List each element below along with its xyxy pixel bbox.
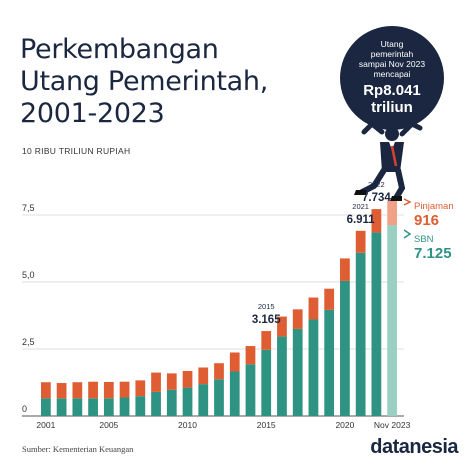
callout-value: Rp8.041 [363,82,421,99]
x-tick-label: Nov 2023 [374,420,411,430]
bar-sbn [198,384,209,416]
bar-pinjaman [277,316,287,337]
bar-sbn [166,389,177,416]
bar-pinjaman [182,370,193,388]
bar-sbn [103,398,114,416]
chart-title: Perkembangan Utang Pemerintah, 2001-2023 [20,34,268,130]
bar-pinjaman [355,230,366,253]
bar-sbn [387,225,398,416]
bar-sbn [119,397,130,416]
bar-pinjaman [324,288,335,310]
bar-sbn [72,398,83,416]
bars [40,200,398,416]
callout-line-4: mencapai [374,69,411,79]
annotation-value: 7.734 [362,192,391,204]
bar-sbn [229,371,240,416]
bar-sbn [135,396,146,416]
x-tick-label: 2020 [335,420,354,430]
brand-logo: datanesia [370,436,458,458]
x-tick-label: 2005 [99,420,118,430]
bar-pinjaman [340,258,350,281]
bar-sbn [245,364,256,416]
bar-pinjaman [72,382,83,399]
bar-pinjaman [214,363,224,380]
callout-line-1: Utang [381,39,404,49]
bar-sbn [371,232,382,416]
bar-sbn [88,398,98,416]
y-tick-label: 2,5 [22,337,35,347]
bar-sbn [56,398,67,416]
legend-sbn-value: 7.125 [414,245,452,262]
bar-sbn [151,391,161,416]
bar-pinjaman [56,383,67,399]
x-tick-labels: 2001 2005 2010 2015 2020 Nov 2023 [36,420,410,430]
bar-pinjaman [229,352,240,372]
businessman-icon [354,120,423,201]
bar-sbn [340,280,350,416]
bar-pinjaman [292,309,303,329]
bar-sbn [324,309,335,416]
bar-pinjaman [198,367,209,385]
bar-pinjaman [371,209,382,233]
y-tick-label: 5,0 [22,270,35,280]
bar-pinjaman [151,372,161,392]
legend-pinjaman-label: Pinjaman [414,201,454,212]
legend-pinjaman-value: 916 [414,212,439,229]
y-tick-labels: 0 2,5 5,0 7,5 [22,203,35,414]
title-line-1: Perkembangan [20,34,219,65]
bar-sbn [261,349,272,416]
bar-sbn [182,387,193,416]
bar-pinjaman [166,373,177,390]
legend-sbn-label: SBN [414,234,434,245]
annotation-value: 6.911 [347,214,376,226]
bar-pinjaman [135,380,146,397]
bar-pinjaman [308,297,319,320]
y-tick-label: 0 [22,404,27,414]
bar-sbn [214,379,224,416]
bar-sbn [308,319,319,416]
bar-pinjaman [40,382,51,399]
callout-line-3: sampai Nov 2023 [359,59,425,69]
bar-pinjaman [261,331,272,350]
bar-pinjaman [119,381,130,398]
source-note: Sumber: Kementerian Keuangan [22,444,134,454]
bar-sbn [355,252,366,416]
unit-label: 10 RIBU TRILIUN RUPIAH [22,146,131,156]
x-tick-label: 2010 [178,420,197,430]
title-line-3: 2001-2023 [20,98,165,129]
y-tick-label: 7,5 [22,203,35,213]
callout-line-2: pemerintah [371,49,414,59]
annotation-value: 3.165 [252,314,281,326]
x-tick-label: 2015 [257,420,276,430]
bar-pinjaman [387,200,398,226]
callout-circle [340,26,444,130]
bar-sbn [277,336,287,416]
x-tick-label: 2001 [36,420,55,430]
legend: Pinjaman 916 SBN 7.125 [403,198,454,262]
title-line-2: Utang Pemerintah, [20,66,269,97]
bar-sbn [40,398,51,416]
annotation-year: 2021 [352,202,369,211]
bar-sbn [292,328,303,416]
annotation-year: 2015 [258,302,275,311]
callout: Utang pemerintah sampai Nov 2023 mencapa… [340,26,444,130]
callout-value-unit: triliun [371,99,413,116]
bar-pinjaman [245,346,256,365]
bar-pinjaman [103,381,114,399]
bar-pinjaman [88,381,98,399]
